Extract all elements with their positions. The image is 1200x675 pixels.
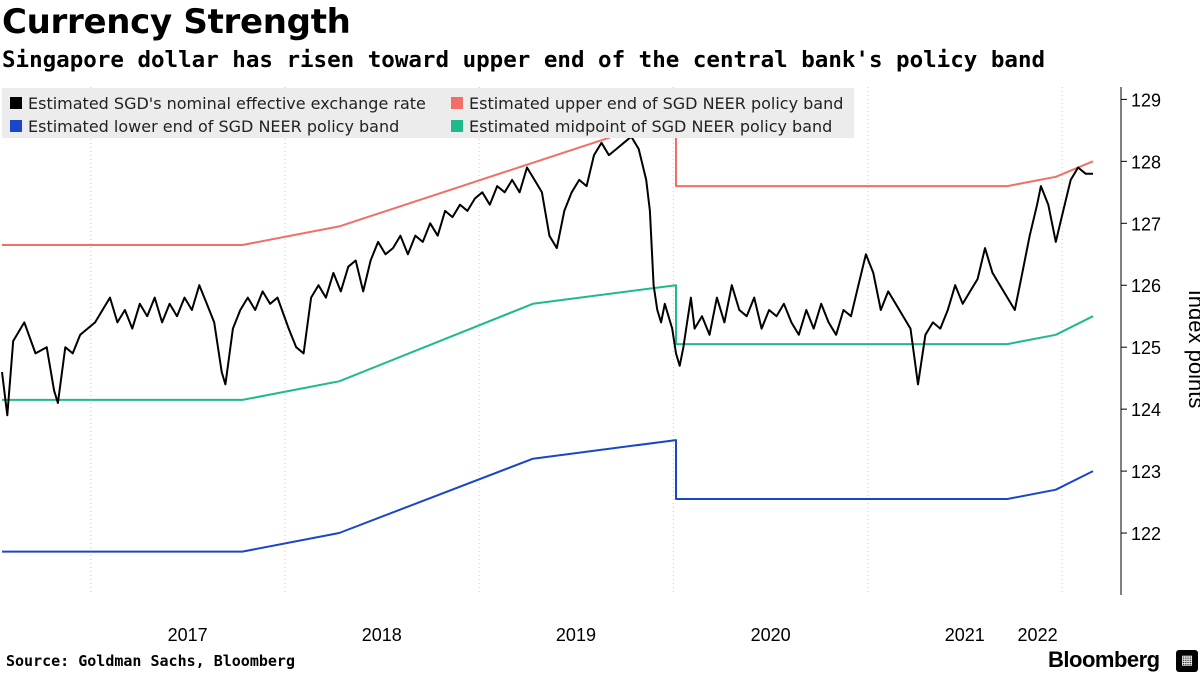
x-tick-label: 2022 (1018, 625, 1058, 645)
legend-background (2, 88, 854, 138)
y-tick-label: 126 (1131, 276, 1161, 296)
y-axis-title: Index points (1184, 290, 1200, 409)
y-axis: 122 123 124 125 126 127 128 129 Index points (1120, 87, 1200, 595)
legend-label: Estimated upper end of SGD NEER policy b… (469, 94, 843, 113)
grid-lines (90, 87, 1063, 595)
y-tick-label: 128 (1131, 152, 1161, 172)
x-tick-label: 2018 (362, 625, 402, 645)
series-line (2, 284, 1094, 401)
legend-swatch (451, 120, 463, 132)
y-tick-label: 122 (1131, 524, 1161, 544)
chart-subtitle: Singapore dollar has risen toward upper … (2, 47, 1046, 73)
x-tick-label: 2020 (751, 625, 791, 645)
legend-label: Estimated lower end of SGD NEER policy b… (28, 117, 399, 136)
x-tick-label: 2017 (168, 625, 208, 645)
legend-label: Estimated midpoint of SGD NEER policy ba… (469, 117, 832, 136)
line-chart: Estimated SGD's nominal effective exchan… (1, 87, 1200, 645)
legend-swatch (10, 97, 22, 109)
y-tick-label: 123 (1131, 462, 1161, 482)
legend-label: Estimated SGD's nominal effective exchan… (28, 94, 426, 113)
x-axis: 2017 2018 2019 2020 2021 2022 (168, 625, 1058, 645)
legend-swatch (451, 97, 463, 109)
bloomberg-terminal-icon: ▦ (1176, 650, 1198, 672)
y-tick-label: 125 (1131, 338, 1161, 358)
bloomberg-logo: Bloomberg (1048, 647, 1160, 672)
source-note: Source: Goldman Sachs, Bloomberg (6, 652, 295, 670)
legend-swatch (10, 120, 22, 132)
series-line (2, 439, 1094, 553)
x-tick-label: 2019 (556, 625, 596, 645)
y-tick-label: 124 (1131, 400, 1161, 420)
chart-title: Currency Strength (2, 2, 351, 42)
series-lines (1, 129, 1094, 553)
y-tick-label: 129 (1131, 90, 1161, 110)
y-tick-label: 127 (1131, 214, 1161, 234)
x-tick-label: 2021 (945, 625, 985, 645)
legend: Estimated SGD's nominal effective exchan… (2, 88, 854, 138)
series-line (1, 135, 1093, 417)
